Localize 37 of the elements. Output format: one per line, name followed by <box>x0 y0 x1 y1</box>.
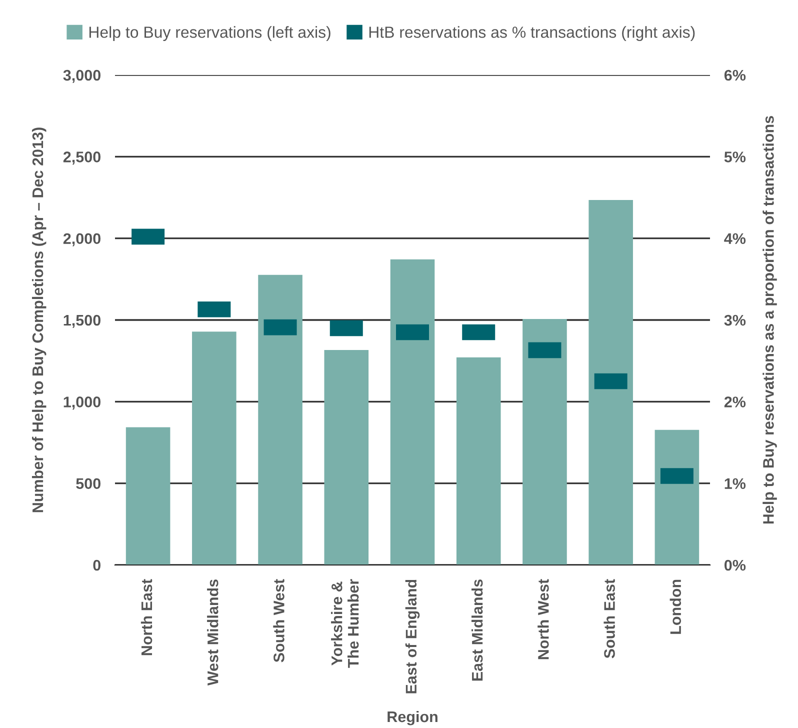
x-axis-title: Region <box>388 710 438 726</box>
bar <box>324 350 369 565</box>
y-tick-label: 3,000 <box>63 70 100 83</box>
y-tick-label: 2,000 <box>63 233 100 246</box>
y-axis-title: Number of Help to Buy Completions (Apr – Dec 2013) <box>32 128 46 512</box>
x-tick-label: East Midlands <box>471 580 483 681</box>
y-tick-label: 1,000 <box>64 396 100 410</box>
x-tick-label: North East <box>140 579 152 656</box>
bar <box>654 430 700 565</box>
bar <box>588 200 633 565</box>
y-tick-label: 500 <box>76 478 100 490</box>
y2-tick-label: 0% <box>724 560 746 571</box>
x-tick-label: South East <box>604 579 615 658</box>
y-tick-label: 1,500 <box>64 314 100 328</box>
legend-label: Help to Buy reservations (left axis) <box>89 26 330 42</box>
y-tick-label: 2,500 <box>63 152 100 165</box>
y2-axis-title: Help to Buy reservations as a proportion of transactions <box>762 116 777 524</box>
y2-tick-label: 4% <box>724 233 746 244</box>
bar <box>456 357 501 565</box>
x-tick-label: Yorkshire & The Humber <box>331 579 359 668</box>
x-tick-label: London <box>670 580 682 634</box>
x-tick-label: East of England <box>405 580 420 694</box>
y2-tick-label: 2% <box>724 396 746 408</box>
y-tick-label: 0 <box>93 560 100 571</box>
bar <box>390 259 435 565</box>
bar <box>522 319 567 565</box>
y2-tick-label: 3% <box>724 314 746 326</box>
y2-tick-label: 1% <box>724 478 746 489</box>
x-tick-label: North West <box>538 579 549 660</box>
bar <box>126 427 170 565</box>
legend-label: HtB reservations as % transactions (right axis) <box>369 26 695 42</box>
bar <box>192 332 236 565</box>
x-tick-label: South West <box>273 579 284 662</box>
y2-tick-label: 5% <box>724 152 746 162</box>
y2-tick-label: 6% <box>724 70 746 81</box>
x-tick-label: West Midlands <box>207 580 218 686</box>
bar <box>258 274 302 565</box>
